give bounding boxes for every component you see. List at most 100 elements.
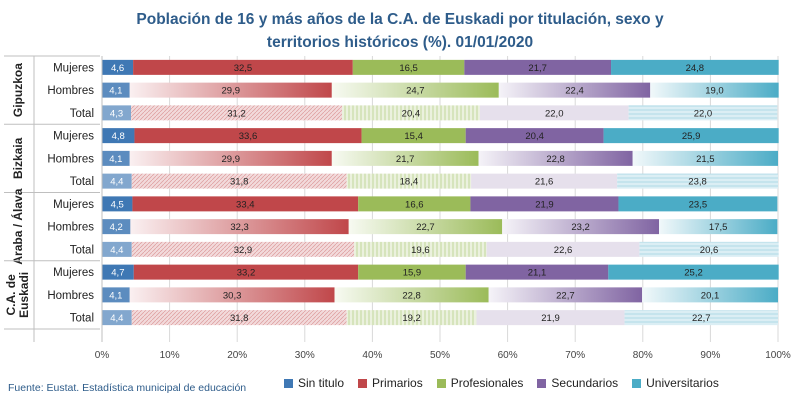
bar-segment: [470, 196, 619, 212]
legend-item: Sin titulo: [284, 376, 344, 390]
chart-legend: Sin titulo Primarios Profesionales Secundar…: [284, 376, 733, 390]
bar-segment: [131, 310, 347, 326]
data-label: 21,7: [396, 154, 415, 165]
chart-title-line1: Población de 16 y más años de la C.A. de…: [136, 11, 664, 28]
legend-item: Secundarios: [537, 376, 618, 390]
bar-segment: [102, 150, 130, 166]
data-label: 16,6: [405, 199, 424, 210]
chart-title-line2: territorios históricos (%). 01/01/2020: [266, 34, 534, 51]
data-label: 21,5: [696, 154, 715, 165]
bar-segment: [131, 105, 342, 121]
bar-segment: [102, 241, 132, 257]
data-label: 31,8: [230, 177, 249, 188]
data-label: 4,1: [109, 154, 122, 165]
bar-segment: [361, 128, 466, 144]
data-label: 32,9: [234, 245, 253, 256]
data-label: 29,9: [222, 86, 241, 97]
bar-segment: [346, 173, 472, 189]
source-note: Fuente: Eustat. Estadística municipal de…: [8, 382, 247, 394]
group-label: Bizkaia: [11, 137, 25, 179]
bar-segment: [639, 241, 779, 257]
bar-segment: [102, 173, 132, 189]
x-tick-label: 20%: [227, 350, 247, 361]
legend-swatch: [537, 378, 547, 388]
data-label: 20,4: [525, 131, 544, 142]
bar-segment: [659, 219, 778, 235]
data-label: 20,1: [701, 290, 720, 301]
legend-swatch: [358, 378, 368, 388]
data-label: 33,6: [239, 131, 258, 142]
bar-segment: [358, 196, 471, 212]
row-label: Mujeres: [53, 131, 94, 143]
legend-item: Profesionales: [436, 376, 524, 390]
data-label: 15,9: [403, 268, 422, 279]
data-label: 25,2: [684, 268, 703, 279]
data-label: 23,2: [571, 222, 590, 233]
data-label: 29,9: [222, 154, 241, 165]
bar-segment: [102, 82, 130, 98]
bar-segment: [348, 219, 503, 235]
x-tick-label: 70%: [565, 350, 585, 361]
data-label: 4,4: [110, 245, 123, 256]
bar-segment: [465, 264, 609, 280]
data-label: 19,2: [402, 313, 421, 324]
bar-segment: [102, 264, 134, 280]
data-label: 16,5: [399, 63, 418, 74]
data-label: 21,6: [535, 177, 554, 188]
bar-segment: [471, 173, 618, 189]
data-label: 21,9: [541, 313, 560, 324]
data-label: 21,7: [528, 63, 547, 74]
bar-segment: [479, 105, 629, 121]
data-label: 21,9: [535, 199, 554, 210]
bar-segment: [132, 196, 359, 212]
row-label: Total: [70, 244, 94, 256]
legend-item: Universitarios: [632, 376, 719, 390]
x-tick-label: 90%: [700, 350, 720, 361]
row-label: Mujeres: [53, 62, 94, 74]
bar-segment: [618, 196, 778, 212]
legend-label: Sin titulo: [298, 376, 345, 390]
data-label: 20,6: [700, 245, 719, 256]
bar-segment: [632, 150, 778, 166]
group-label: Araba / Álava: [10, 188, 25, 264]
bar-segment: [358, 264, 466, 280]
data-label: 4,4: [110, 313, 123, 324]
row-label: Hombres: [47, 222, 94, 234]
data-label: 4,1: [109, 290, 122, 301]
bar-segment: [617, 173, 778, 189]
bar-segment: [603, 128, 779, 144]
data-label: 31,2: [227, 108, 246, 119]
data-label: 20,4: [402, 108, 421, 119]
data-label: 22,0: [694, 108, 713, 119]
row-label: Hombres: [47, 153, 94, 165]
data-label: 32,5: [234, 63, 253, 74]
bar-segment: [650, 82, 779, 98]
data-label: 22,7: [692, 313, 711, 324]
data-label: 33,4: [236, 199, 255, 210]
group-label: Gipuzkoa: [11, 63, 25, 117]
legend-label: Profesionales: [450, 376, 524, 390]
x-tick-label: 30%: [295, 350, 315, 361]
legend-swatch: [284, 378, 293, 388]
bar-segment: [134, 128, 362, 144]
row-label: Mujeres: [53, 199, 94, 211]
bar-segment: [465, 128, 604, 144]
bar-segment: [129, 82, 332, 98]
legend-swatch: [632, 378, 642, 388]
data-label: 18,4: [400, 177, 419, 188]
bar-segment: [331, 82, 499, 98]
data-label: 22,4: [565, 86, 584, 97]
bar-segment: [478, 150, 633, 166]
legend-label: Universitarios: [646, 376, 719, 390]
x-tick-label: 0%: [95, 350, 110, 361]
x-tick-label: 100%: [765, 350, 791, 361]
bars-layer: [102, 59, 779, 326]
bar-segment: [331, 150, 479, 166]
data-label: 23,8: [688, 177, 707, 188]
bar-segment: [341, 105, 480, 121]
bar-segment: [102, 128, 135, 144]
data-label: 33,2: [237, 268, 256, 279]
bar-segment: [488, 287, 643, 303]
legend-label: Primarios: [372, 376, 423, 390]
